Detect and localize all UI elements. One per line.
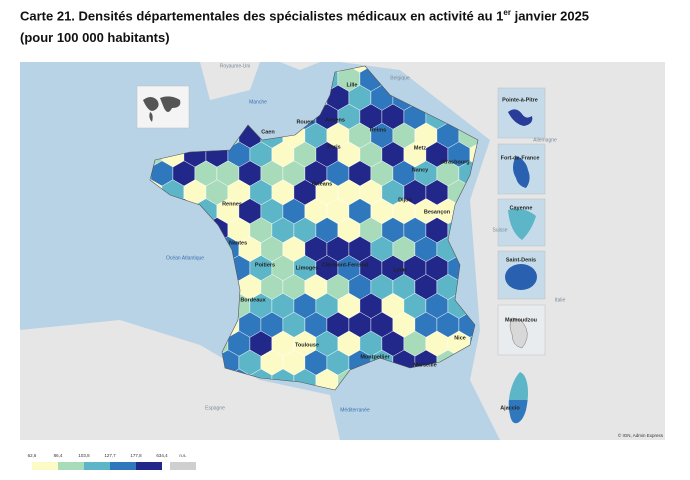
- city-label: Paris: [327, 144, 340, 150]
- city-label: Reims: [370, 127, 387, 133]
- legend-break: 86,4: [54, 453, 63, 458]
- city-label: Caen: [261, 129, 275, 135]
- title: Carte 21. Densités départementales des s…: [20, 8, 589, 23]
- city-label: Amiens: [325, 117, 345, 123]
- city-label: Nice: [454, 335, 466, 341]
- city-label: Orléans: [312, 181, 332, 187]
- legend-na: n.s.: [179, 453, 186, 458]
- city-label: Limoges: [296, 265, 319, 271]
- city-label: Saint-Denis: [506, 257, 536, 263]
- city-label: Montpellier: [360, 354, 390, 360]
- sea-label: Manche: [249, 99, 267, 105]
- legend-break: 103,8: [78, 453, 90, 458]
- city-label: Poitiers: [255, 262, 275, 268]
- city-label: Marseille: [413, 362, 437, 368]
- sea-label: Méditerranée: [340, 407, 370, 413]
- labels: Manche Océan Atlantique Méditerranée Royaum…: [166, 63, 664, 438]
- title-sup: er: [503, 8, 511, 17]
- city-label: Clermont-Ferrand: [322, 262, 368, 268]
- legend-swatch: [58, 462, 84, 470]
- legend-swatch: [32, 462, 58, 470]
- legend-swatch: [170, 462, 196, 470]
- country-label: Belgique: [390, 75, 410, 81]
- city-label: Mamoudzou: [505, 317, 537, 323]
- france-outline: [149, 65, 479, 391]
- legend-swatch: [110, 462, 136, 470]
- city-label: Cayenne: [510, 205, 533, 211]
- title-text: janvier 2025: [510, 8, 590, 24]
- city-label: Bordeaux: [240, 297, 266, 303]
- city-label: Strasbourg: [440, 159, 469, 165]
- city-label: Pointe-à-Pitre: [502, 97, 538, 103]
- city-label: Dijon: [398, 197, 412, 203]
- legend-swatch: [84, 462, 110, 470]
- country-label: Espagne: [205, 405, 225, 411]
- city-label: Ajaccio: [500, 405, 520, 411]
- country-label: Allemagne: [533, 137, 557, 143]
- city-label: Nancy: [412, 167, 429, 173]
- legend-break: 177,8: [130, 453, 142, 458]
- subtitle: (pour 100 000 habitants): [20, 30, 170, 45]
- city-label: Rouen: [296, 119, 314, 125]
- title-text: Carte 21. Densités départementales des s…: [20, 8, 504, 24]
- legend-swatch: [136, 462, 162, 470]
- country-label: Italie: [555, 297, 566, 303]
- city-label: Lille: [346, 82, 357, 88]
- legend-break: 127,7: [104, 453, 116, 458]
- city-label: Besançon: [424, 209, 451, 215]
- city-label: Fort-de-France: [501, 155, 540, 161]
- credit: © IGN, Admin Express: [618, 432, 664, 438]
- city-label: Metz: [414, 145, 426, 151]
- country-label: Royaume-Uni: [220, 63, 251, 69]
- world-inset: [136, 85, 190, 129]
- country-label: Suisse: [492, 227, 507, 233]
- city-label: Nantes: [229, 240, 247, 246]
- sea-label: Océan Atlantique: [166, 255, 204, 261]
- city-label: Rennes: [222, 201, 242, 207]
- legend-break: 62,6: [28, 453, 37, 458]
- legend: 62,6 86,4 103,8 127,7 177,8 634,4 n.s.: [28, 453, 196, 470]
- city-label: Toulouse: [295, 342, 319, 348]
- overseas-insets: [497, 87, 546, 356]
- legend-break: 634,4: [156, 453, 168, 458]
- city-label: Lyon: [394, 267, 408, 273]
